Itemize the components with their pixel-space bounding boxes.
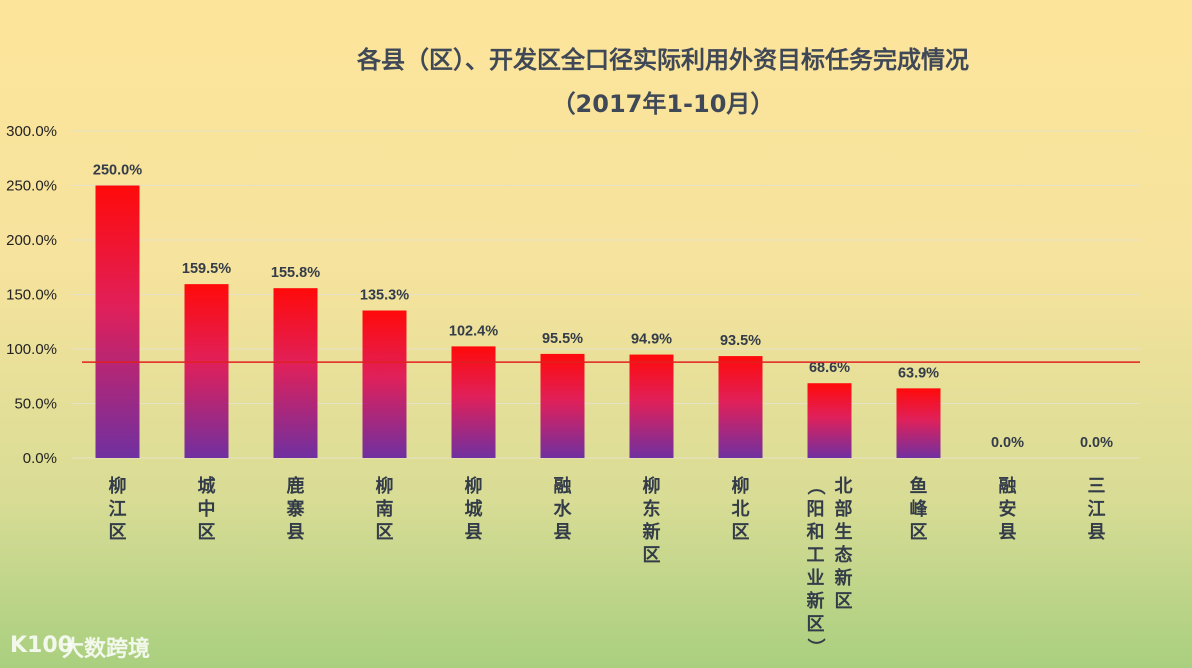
category-label: 柳 <box>376 475 394 497</box>
category-label: 融 <box>554 476 572 497</box>
bars <box>95 185 941 458</box>
bar <box>629 354 674 458</box>
data-label: 93.5% <box>720 333 761 349</box>
category-label: 县 <box>1088 522 1106 543</box>
category-label: 新 <box>835 567 853 589</box>
category-label: 鱼 <box>910 475 928 497</box>
category-label: 县 <box>554 522 572 543</box>
category-label: 水 <box>554 498 573 520</box>
y-tick-label: 50.0% <box>14 396 57 413</box>
category-label: 区 <box>835 591 853 612</box>
category-label: 县 <box>287 522 305 543</box>
chart-title: 各县（区）、开发区全口径实际利用外资目标任务完成情况 <box>356 46 969 74</box>
data-label: 0.0% <box>991 435 1024 451</box>
data-label: 63.9% <box>898 365 939 381</box>
category-label: 安 <box>999 498 1017 520</box>
watermark-text: 大数跨境 <box>62 636 150 662</box>
bar <box>95 185 140 458</box>
category-label: 江 <box>1088 499 1106 520</box>
data-label: 155.8% <box>271 265 320 281</box>
category-label: 融 <box>999 476 1017 497</box>
category-label: 区 <box>376 522 394 543</box>
category-label: 业 <box>807 568 825 589</box>
data-label: 94.9% <box>631 332 672 348</box>
y-axis-ticks: 0.0% 50.0% 100.0% 150.0% 200.0% 250.0% 300.0% <box>6 123 57 467</box>
bar <box>362 310 407 458</box>
category-label: 鹿 <box>287 475 305 497</box>
category-label: 部 <box>835 498 853 520</box>
category-label: （ <box>805 477 826 495</box>
category-label: 新 <box>807 590 825 612</box>
category-label: 中 <box>198 498 216 520</box>
category-label: 柳 <box>732 475 750 497</box>
bar <box>896 388 941 458</box>
y-tick-label: 250.0% <box>6 178 57 195</box>
category-label: 峰 <box>910 498 929 520</box>
category-label: 城 <box>465 498 483 520</box>
y-tick-label: 0.0% <box>23 450 57 467</box>
bar <box>540 353 585 458</box>
category-label: 东 <box>643 498 661 520</box>
bar <box>451 346 496 458</box>
category-label: 县 <box>465 522 483 543</box>
data-label: 102.4% <box>449 323 498 339</box>
category-label: 区 <box>643 545 661 566</box>
category-label: 区 <box>109 522 127 543</box>
category-label: 寨 <box>287 498 305 520</box>
category-label: ） <box>805 638 826 656</box>
data-label: 250.0% <box>93 163 142 179</box>
category-label: 区 <box>198 522 216 543</box>
bar <box>807 383 852 458</box>
y-tick-label: 100.0% <box>6 341 57 358</box>
category-label: 柳 <box>465 475 483 497</box>
watermark-logo: K100 <box>10 633 73 658</box>
category-label: 三 <box>1088 476 1106 497</box>
category-label: 区 <box>732 522 750 543</box>
category-label: 江 <box>109 499 127 520</box>
bar <box>273 288 318 458</box>
category-label: 态 <box>835 544 853 566</box>
y-tick-label: 200.0% <box>6 232 57 249</box>
bar <box>184 284 229 458</box>
category-label: 南 <box>376 498 394 520</box>
category-label: 生 <box>835 521 853 543</box>
category-label: 柳 <box>643 475 661 497</box>
logo-icon: K100 <box>10 633 73 658</box>
category-label: 北 <box>835 476 853 497</box>
y-tick-label: 300.0% <box>6 123 57 140</box>
data-label: 0.0% <box>1080 435 1113 451</box>
data-label: 68.6% <box>809 360 850 376</box>
grid-lines <box>72 130 1140 459</box>
category-label: 阳 <box>807 499 825 520</box>
category-label: 和 <box>807 522 825 543</box>
category-label: 区 <box>910 522 928 543</box>
category-label: 北 <box>732 499 750 520</box>
data-label: 95.5% <box>542 331 583 347</box>
bar <box>718 356 763 458</box>
category-label: 县 <box>999 522 1017 543</box>
watermark: K100 大数跨境 <box>10 633 150 662</box>
chart-subtitle: （2017年1-10月） <box>552 90 775 118</box>
category-label: 工 <box>807 545 825 566</box>
category-label: 城 <box>198 475 216 497</box>
category-label: 新 <box>643 521 661 543</box>
y-tick-label: 150.0% <box>6 287 57 304</box>
category-label: 区 <box>807 614 825 635</box>
data-label: 135.3% <box>360 288 409 304</box>
category-label: 柳 <box>109 475 127 497</box>
data-labels: 250.0% 159.5% 155.8% 135.3% 102.4% 95.5% 94.9%… <box>93 163 1113 452</box>
data-label: 159.5% <box>182 261 231 277</box>
category-labels: 柳江区城中区鹿寨县柳南区柳城县融水县柳东新区柳北区北部生态新区（阳和工业新区）鱼… <box>109 475 1106 656</box>
